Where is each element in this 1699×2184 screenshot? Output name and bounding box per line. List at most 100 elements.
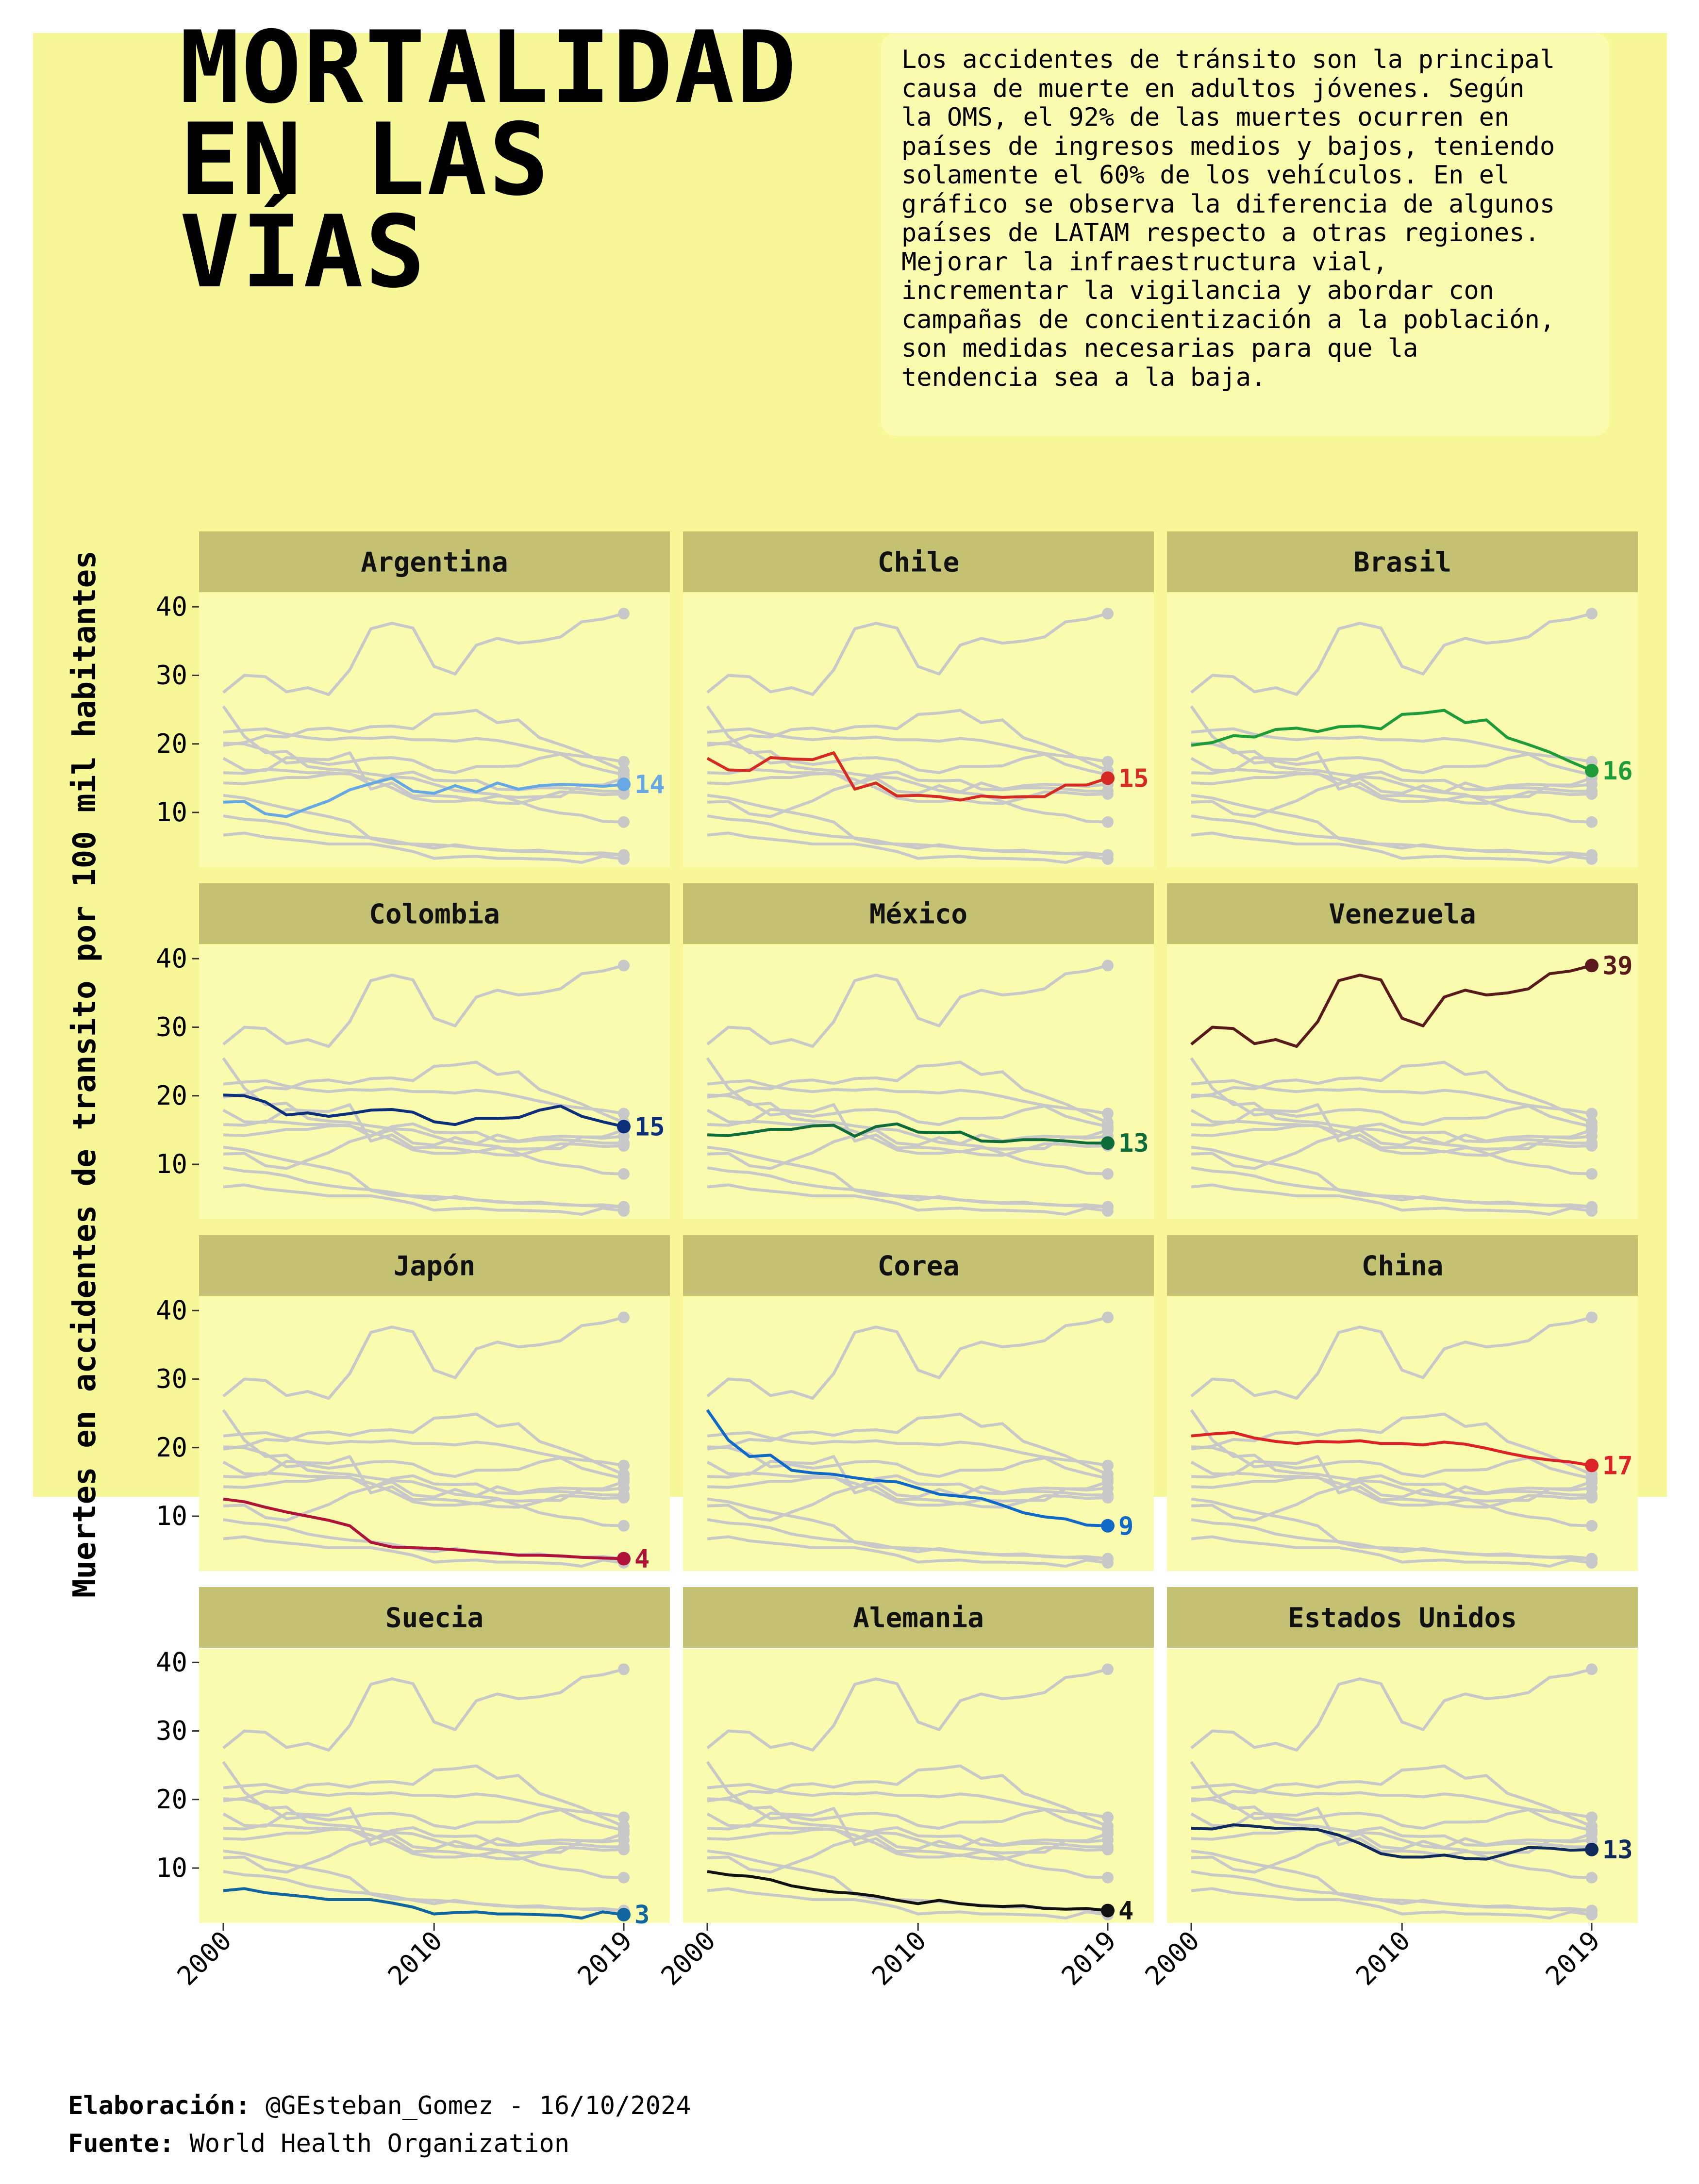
facet-china: China 17 [1167, 1235, 1638, 1571]
end-value-label: 9 [1118, 1512, 1133, 1541]
highlight-line-suecia [223, 1887, 624, 1920]
series-line-estados-unidos [707, 1472, 1108, 1509]
facet-strip [683, 1587, 1154, 1648]
facet-strip [199, 1235, 670, 1296]
series-line-estados-unidos [1191, 768, 1592, 805]
end-value-label: 4 [1118, 1897, 1133, 1926]
end-value-label: 13 [1602, 1836, 1633, 1865]
series-end-point-estados-unidos [1586, 1491, 1598, 1504]
y-tick-label: 20 [156, 1784, 187, 1815]
series-end-point-colombia [1586, 1824, 1598, 1837]
series-line-alemania [223, 1166, 624, 1208]
series-line-argentina [707, 777, 1108, 818]
series-line-chile [1190, 751, 1592, 802]
series-line-alemania [1191, 814, 1592, 857]
series-end-point-venezuela [1102, 960, 1114, 972]
facet-title: Alemania [853, 1603, 984, 1634]
facet-corea: Corea 9 [683, 1235, 1154, 1571]
series-line-corea [706, 705, 1108, 824]
facet-title: China [1362, 1251, 1444, 1282]
series-line-china [223, 1079, 624, 1115]
series-line-colombia [223, 1445, 624, 1480]
series-line-colombia [707, 1797, 1108, 1832]
series-line-chile [222, 1103, 624, 1154]
series-end-point-venezuela [618, 1311, 630, 1324]
series-line-corea [222, 1409, 624, 1527]
series-line-argentina [223, 1480, 624, 1522]
credit-line: Elaboración: @GEsteban_Gomez - 16/10/202… [68, 2087, 691, 2125]
series-end-point-china [618, 1811, 630, 1823]
series-line-chile [222, 1455, 624, 1506]
highlight-line-brasil [1191, 709, 1593, 772]
series-line-venezuela [706, 1668, 1108, 1752]
y-tick-label: 40 [156, 591, 187, 622]
series-line-suecia [1191, 831, 1592, 864]
series-end-point-estados-unidos [1102, 788, 1114, 800]
x-tick-label: 2000 [1139, 1925, 1206, 1992]
series-line-corea [1190, 1761, 1592, 1879]
series-end-point-colombia [1586, 1121, 1598, 1133]
series-line-alemania [707, 1166, 1108, 1208]
series-line-mexico [1191, 1474, 1592, 1497]
series-line-colombia [1191, 1445, 1592, 1480]
series-end-point-corea [1586, 1520, 1598, 1532]
highlight-line-china [1191, 1431, 1592, 1467]
series-end-point-venezuela [618, 1663, 630, 1675]
series-line-suecia [223, 1535, 624, 1568]
facet-strip [1167, 883, 1638, 944]
series-line-venezuela [222, 612, 624, 696]
series-line-suecia [707, 831, 1108, 864]
series-line-argentina [707, 1832, 1108, 1874]
end-value-label: 15 [634, 1112, 665, 1142]
series-end-point-alemania [618, 1201, 630, 1213]
facet-strip [683, 1235, 1154, 1296]
series-end-point-china [1102, 1459, 1114, 1472]
source-value: World Health Organization [174, 2129, 570, 2158]
series-line-colombia [707, 1093, 1108, 1128]
facet-title: Chile [878, 547, 960, 579]
y-tick-label: 40 [156, 1647, 187, 1677]
series-line-mexico [707, 770, 1108, 793]
series-end-point-corea [1586, 816, 1598, 828]
highlight-end-point [617, 778, 631, 792]
x-tick-label: 2019 [572, 1925, 638, 1992]
series-end-point-corea [618, 1520, 630, 1532]
end-value-label: 39 [1602, 951, 1633, 980]
series-line-china [707, 1783, 1108, 1819]
series-end-point-china [1102, 1108, 1114, 1120]
highlight-end-point [1585, 1458, 1599, 1473]
series-line-suecia [223, 831, 624, 864]
highlight-line-japon [223, 1497, 624, 1560]
series-end-point-alemania [618, 849, 630, 861]
series-line-corea [706, 1761, 1108, 1879]
series-end-point-colombia [1586, 1473, 1598, 1485]
series-line-estados-unidos [707, 768, 1108, 805]
series-end-point-estados-unidos [1586, 788, 1598, 800]
series-end-point-estados-unidos [618, 1491, 630, 1504]
series-line-venezuela [222, 964, 624, 1048]
facet-strip [683, 531, 1154, 592]
series-end-point-alemania [1102, 849, 1114, 861]
series-end-point-estados-unidos [1102, 1491, 1114, 1504]
series-end-point-venezuela [618, 960, 630, 972]
series-line-colombia [1191, 742, 1592, 777]
series-line-colombia [707, 1445, 1108, 1480]
series-end-point-china [1586, 1108, 1598, 1120]
facet-strip [683, 883, 1154, 944]
series-end-point-venezuela [1586, 1311, 1598, 1324]
x-tick-label: 2019 [1540, 1925, 1606, 1992]
x-tick-label: 2010 [866, 1925, 933, 1992]
facet-colombia: Colombia 10 20 30 40 15 [156, 883, 670, 1219]
series-end-point-estados-unidos [1102, 1843, 1114, 1855]
series-line-alemania [223, 814, 624, 857]
highlight-line-estados-unidos [1191, 1823, 1592, 1861]
series-end-point-alemania [1586, 1201, 1598, 1213]
series-line-china [223, 1431, 624, 1467]
series-line-colombia [223, 1797, 624, 1832]
title-line: MORTALIDAD [180, 10, 799, 126]
facet-venezuela: Venezuela 39 [1167, 883, 1638, 1219]
series-line-estados-unidos [1191, 1472, 1592, 1509]
series-end-point-china [618, 1459, 630, 1472]
series-line-chile [706, 1455, 1108, 1506]
end-value-label: 13 [1118, 1129, 1149, 1158]
